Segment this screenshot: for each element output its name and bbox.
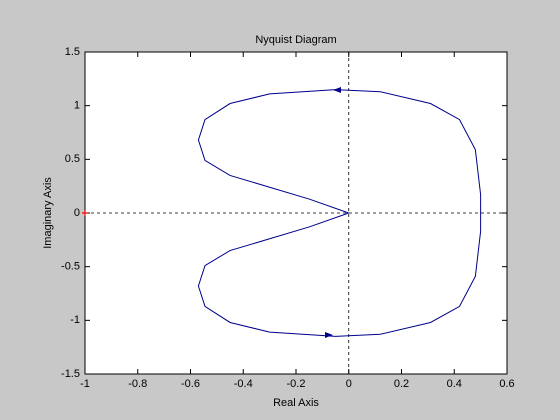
nyquist-curve bbox=[197, 89, 482, 337]
y-tick-label: 1.5 bbox=[65, 46, 80, 58]
x-tick-label: 0.4 bbox=[447, 378, 462, 390]
chart-title: Nyquist Diagram bbox=[255, 34, 336, 46]
direction-arrow bbox=[325, 332, 333, 338]
x-tick-label: 0.2 bbox=[394, 378, 409, 390]
y-tick-label: -1.5 bbox=[61, 368, 80, 380]
y-tick-label: 0 bbox=[74, 207, 80, 219]
x-tick-label: -0.2 bbox=[287, 378, 306, 390]
y-tick-label: 1 bbox=[74, 100, 80, 112]
x-tick-label: -0.8 bbox=[128, 378, 147, 390]
x-tick-label: 0.6 bbox=[499, 378, 514, 390]
x-tick-label: -0.6 bbox=[181, 378, 200, 390]
y-tick-label: 0.5 bbox=[65, 153, 80, 165]
y-tick-label: -0.5 bbox=[61, 261, 80, 273]
direction-arrow bbox=[333, 87, 341, 93]
y-tick-label: -1 bbox=[70, 314, 80, 326]
x-axis-label: Real Axis bbox=[273, 397, 319, 409]
x-tick-label: -1 bbox=[80, 378, 90, 390]
x-tick-label: -0.4 bbox=[234, 378, 253, 390]
y-axis-label: Imaginary Axis bbox=[42, 177, 54, 249]
x-tick-label: 0 bbox=[346, 378, 352, 390]
critical-point bbox=[82, 210, 88, 216]
